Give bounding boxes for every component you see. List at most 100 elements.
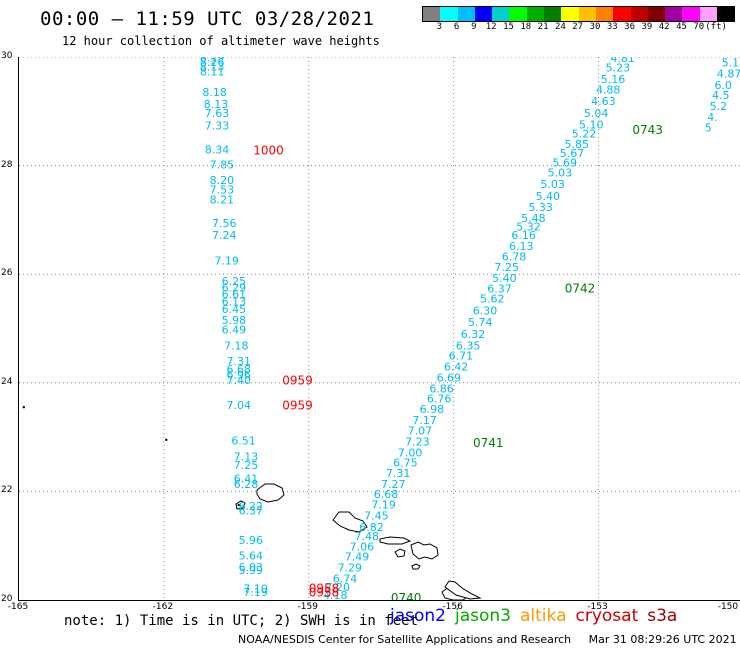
wave-height-label: 8.34	[205, 143, 230, 156]
pass-time-label: 0743	[632, 123, 663, 137]
scale-label: 70	[693, 22, 705, 32]
scale-swatch	[457, 7, 475, 21]
pass-time-label: 0740	[391, 591, 422, 601]
lat-tick-label: 20	[1, 594, 13, 604]
wave-height-label: 6.45	[222, 303, 247, 316]
wave-height-label: 6.74	[333, 572, 358, 585]
wave-height-label: 5.98	[222, 314, 247, 327]
wave-height-label: 7.49	[345, 551, 370, 564]
wave-height-label: 5.96	[239, 534, 264, 547]
scale-label: (ft)	[705, 22, 727, 32]
wave-height-label: 6.03	[239, 561, 264, 574]
lon-tick-label: -150	[717, 602, 739, 612]
legend-altika: altika	[520, 606, 567, 626]
legend-jason2: jason2	[390, 606, 446, 626]
scale-swatch	[717, 7, 735, 21]
map-grid	[19, 57, 740, 600]
wave-height-label: 7.85	[210, 159, 235, 172]
credit-source: NOAA/NESDIS Center for Satellite Applica…	[238, 633, 572, 646]
wave-height-label: 5.16	[601, 73, 626, 86]
scale-swatch	[544, 7, 562, 21]
wave-height-label: 6.51	[231, 434, 256, 447]
wave-height-label: 4.	[707, 111, 718, 124]
wave-height-label: 5.48	[521, 212, 546, 225]
wave-height-label: 7.63	[205, 107, 230, 120]
scale-swatch	[630, 7, 648, 21]
wave-height-label: 8.19	[200, 57, 225, 65]
color-scale-labels: 3 6 9 12 15 18 21 24 27 30 33 36 39 42 45 70 (ft)	[422, 22, 728, 34]
scale-swatch	[509, 7, 527, 21]
wave-height-label: 5.04	[584, 107, 609, 120]
wave-height-label: 7.24	[212, 229, 237, 242]
wave-height-label: 8.13	[200, 60, 225, 73]
lon-tick-label: -165	[7, 602, 29, 612]
lon-tick-label: -156	[442, 602, 463, 612]
wave-height-label: 7.31	[226, 355, 251, 368]
pass-time-label: 1000	[253, 143, 284, 157]
scale-label: 39	[641, 22, 653, 32]
wave-height-label: 7.25	[495, 261, 520, 274]
lon-tick-label: -153	[587, 602, 608, 612]
wave-height-label: 6.86	[429, 382, 454, 395]
wave-height-label: 5.85	[565, 138, 590, 151]
scale-label: 6	[453, 22, 460, 32]
scale-label: 45	[676, 22, 687, 32]
wave-height-label: 8.20	[210, 174, 235, 187]
niihau-island	[235, 500, 246, 510]
wave-height-label: 4.88	[596, 84, 621, 97]
oahu-island	[332, 511, 368, 533]
lat-tick-label: 26	[1, 268, 13, 279]
pass-time-label: 0741	[473, 436, 504, 450]
pass-time-label: 0742	[565, 281, 596, 295]
wave-height-label: 7.23	[405, 436, 430, 449]
scale-label: 36	[624, 22, 636, 32]
credit-timestamp: Mar 31 08:29:26 UTC 2021	[588, 633, 737, 646]
wave-height-label: 7.00	[398, 446, 423, 459]
wave-height-label: 7.31	[386, 467, 411, 480]
wave-height-label: 6.78	[502, 250, 527, 263]
scale-swatch	[423, 7, 441, 21]
wave-height-label: 6.13	[222, 295, 247, 308]
kahoolawe-island	[411, 563, 421, 570]
altimeter-tracks: 8.198.268.138.118.188.137.637.338.347.85…	[200, 57, 740, 601]
wave-height-label: 6.61	[222, 288, 247, 301]
wave-height-label: 4.18	[323, 589, 348, 601]
scale-swatch	[578, 7, 596, 21]
wave-height-label: 8.21	[210, 193, 235, 206]
molokai-island	[379, 536, 412, 545]
scale-label: 15	[503, 22, 514, 32]
scale-label: 24	[554, 22, 566, 32]
wave-height-label: 6.68	[374, 488, 399, 501]
wave-height-label: 5	[705, 122, 712, 135]
wave-height-label: 7.19	[214, 255, 239, 268]
scale-label: 30	[589, 22, 601, 32]
wave-height-label: 5.67	[560, 147, 585, 160]
scale-swatch	[665, 7, 683, 21]
page-title: 00:00 – 11:59 UTC 03/28/2021	[40, 8, 375, 30]
hawaiian-islands	[235, 483, 482, 600]
wave-height-label: 7.07	[408, 425, 433, 438]
wave-height-label: 6.49	[222, 324, 247, 337]
scale-swatch	[595, 7, 614, 21]
wave-height-label: 6.37	[239, 504, 264, 517]
wave-height-label: 6.28	[234, 478, 259, 491]
wave-height-label: 6.37	[487, 282, 512, 295]
lat-tick-label: 24	[1, 376, 13, 387]
legend-jason3: jason3	[455, 606, 511, 626]
scale-label: 33	[606, 22, 618, 32]
big-island-coast	[444, 580, 482, 600]
scale-label: 12	[485, 22, 497, 32]
page-subtitle: 12 hour collection of altimeter wave hei…	[62, 34, 380, 48]
wave-height-label: 4.63	[591, 95, 616, 108]
wave-height-label: 5.13	[722, 57, 740, 70]
wave-height-label: 7.48	[354, 530, 379, 543]
footer-note: note: 1) Time is in UTC; 2) SWH is in fe…	[64, 613, 419, 629]
wave-height-label: 6.32	[461, 328, 486, 341]
scale-label: 27	[572, 22, 584, 32]
kauai-island	[256, 483, 285, 503]
wave-height-label: 5.10	[579, 118, 604, 131]
wave-height-label: 6.42	[444, 361, 469, 374]
scale-swatch	[440, 7, 458, 21]
wave-height-label: 6.30	[473, 305, 498, 318]
